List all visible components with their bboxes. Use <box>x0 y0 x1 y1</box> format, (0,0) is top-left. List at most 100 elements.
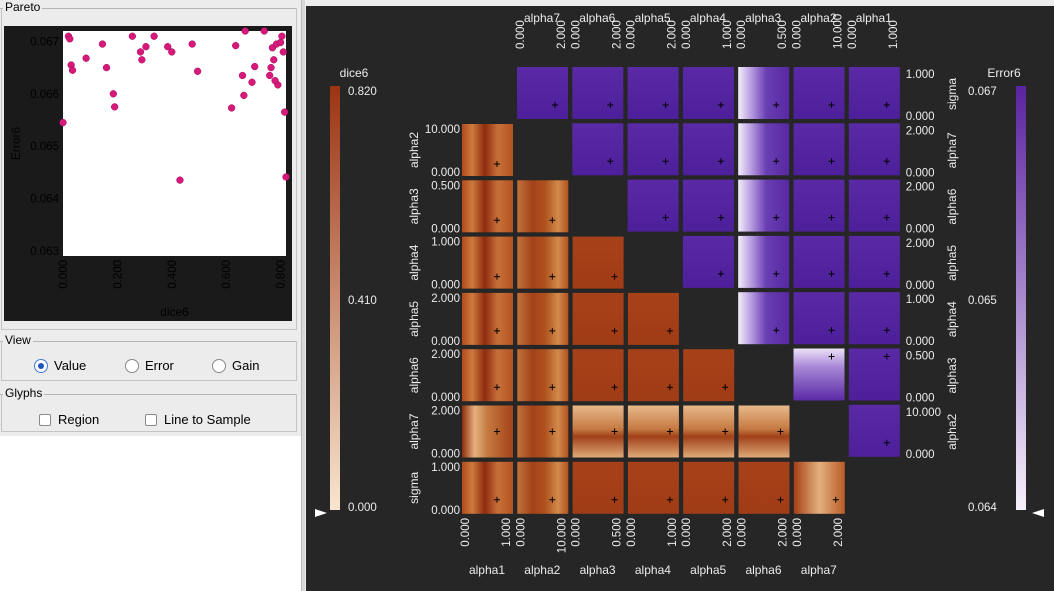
line-to-sample-checkbox[interactable]: Line to Sample <box>145 412 251 427</box>
pareto-x-tick-label: 0.400 <box>167 260 179 289</box>
dice-heatmap-tile <box>462 349 513 402</box>
right-range-min-label: 0.000 <box>906 449 935 461</box>
sample-marker <box>832 496 839 503</box>
bottom-axis-label: alpha4 <box>635 563 671 577</box>
pareto-plot[interactable]: 0.067 0.066 0.065 0.064 0.063 0.000 0.200 0.400… <box>4 26 292 321</box>
error-colorbar-max-label: 0.067 <box>968 86 997 98</box>
sample-marker <box>662 158 669 165</box>
dice-heatmap-tile <box>517 405 569 458</box>
right-range-max-label: 2.000 <box>906 182 935 194</box>
bottom-axis-label: alpha5 <box>690 563 726 577</box>
right-range-min-label: 0.000 <box>906 336 935 348</box>
top-range-max-label: 1.000 <box>888 20 900 49</box>
dice-heatmap-tile <box>683 349 735 402</box>
radio-icon[interactable] <box>212 358 226 373</box>
pareto-point <box>136 48 145 56</box>
error-heatmap-tile <box>517 67 568 119</box>
scatterplot-matrix-view[interactable]: 0.000 1.000 alpha1 0.000 10.000 alpha2 0.000 0.… <box>306 6 1054 591</box>
error-heatmap-tile <box>793 179 845 232</box>
split-pane-divider[interactable] <box>301 0 305 591</box>
radio-icon[interactable] <box>125 358 139 373</box>
left-range-min-label: 0.000 <box>431 223 460 235</box>
pareto-point <box>271 77 279 85</box>
right-axis-label: alpha3 <box>945 357 959 393</box>
top-axis-label: alpha6 <box>579 11 615 25</box>
top-range-min-label: 0.000 <box>570 20 582 49</box>
view-error-radio[interactable]: Error <box>125 358 174 373</box>
checkbox-icon[interactable] <box>145 413 157 426</box>
pareto-scatter[interactable]: 0.067 0.066 0.065 0.064 0.063 0.000 0.200 0.400… <box>4 26 292 321</box>
error-heatmap-tile <box>682 235 734 288</box>
bottom-axis-label: alpha6 <box>745 563 781 577</box>
pareto-y-tick-label: 0.064 <box>30 193 59 205</box>
left-range-max-label: 1.000 <box>431 237 460 249</box>
sample-marker <box>828 158 835 165</box>
sample-marker <box>883 353 890 360</box>
error-heatmap-tile <box>848 292 900 345</box>
pareto-point <box>241 27 249 35</box>
sample-marker <box>717 158 724 165</box>
top-range-min-label: 0.000 <box>626 20 638 49</box>
error-colorbar-title: Error6 <box>987 66 1021 80</box>
dice-heatmap-tile <box>572 292 624 345</box>
error-heatmap-tile <box>572 67 624 119</box>
pareto-y-tick-label: 0.066 <box>30 89 59 101</box>
radio-selected-icon[interactable] <box>34 358 48 373</box>
pareto-point <box>270 56 278 64</box>
left-panel: Pareto 0.067 0.066 0.065 0.064 0.063 0.000 0.2… <box>0 0 301 591</box>
pareto-point <box>128 32 136 40</box>
bottom-range-min-label: 0.000 <box>681 518 693 547</box>
pareto-x-axis-label: dice6 <box>160 305 189 319</box>
checkbox-icon[interactable] <box>39 413 51 426</box>
sample-marker <box>607 102 614 108</box>
bottom-range-min-label: 0.000 <box>515 518 527 547</box>
sample-marker <box>883 439 890 446</box>
error-heatmap-tile <box>848 67 900 119</box>
pareto-point <box>142 43 150 51</box>
dice-heatmap-tile <box>517 180 569 233</box>
dice-heatmap-tile <box>517 292 569 345</box>
error-heatmap-tile <box>738 292 790 345</box>
bottom-range-min-label: 0.000 <box>571 518 583 547</box>
line-to-sample-label: Line to Sample <box>164 412 251 427</box>
top-range-max-label: 2.000 <box>556 20 568 49</box>
bottom-range-min-label: 0.000 <box>626 518 638 547</box>
pareto-point <box>238 71 247 80</box>
sample-marker <box>611 327 618 334</box>
sample-marker <box>549 327 556 334</box>
top-range-min-label: 0.000 <box>792 20 804 49</box>
error-heatmap-tile <box>793 235 845 288</box>
error-heatmap-tile <box>627 123 679 176</box>
right-range-max-label: 2.000 <box>906 238 935 250</box>
view-value-radio[interactable]: Value <box>34 358 86 373</box>
top-axis-label: alpha4 <box>690 11 726 25</box>
pareto-point <box>98 40 107 48</box>
pareto-point <box>168 48 176 56</box>
sample-marker <box>883 102 890 108</box>
pareto-point <box>266 71 274 80</box>
pareto-point <box>66 35 74 43</box>
sample-marker <box>828 353 835 360</box>
pareto-point <box>260 27 268 35</box>
right-axis-label: alpha5 <box>945 245 959 281</box>
region-checkbox[interactable]: Region <box>39 412 99 427</box>
dice-heatmap-tile <box>572 236 624 289</box>
error-heatmap-tile <box>793 123 845 176</box>
view-gain-radio[interactable]: Gain <box>212 358 259 373</box>
sample-marker <box>883 214 890 221</box>
left-range-max-label: 0.500 <box>431 180 460 192</box>
error-colorbar <box>1016 86 1026 510</box>
dice-colorbar-slider-icon <box>315 509 327 517</box>
error-heatmap-tile <box>738 67 790 119</box>
left-axis-label: sigma <box>407 471 421 503</box>
error-heatmap-tile <box>848 235 900 288</box>
error-heatmap-tile <box>682 123 734 176</box>
left-axis-label: alpha3 <box>407 188 421 224</box>
sample-marker <box>494 496 500 503</box>
sample-marker <box>494 428 500 435</box>
sample-marker <box>773 214 780 221</box>
dice-heatmap-tile <box>462 292 513 345</box>
error-heatmap-tile <box>738 123 790 176</box>
left-range-min-label: 0.000 <box>431 505 460 517</box>
